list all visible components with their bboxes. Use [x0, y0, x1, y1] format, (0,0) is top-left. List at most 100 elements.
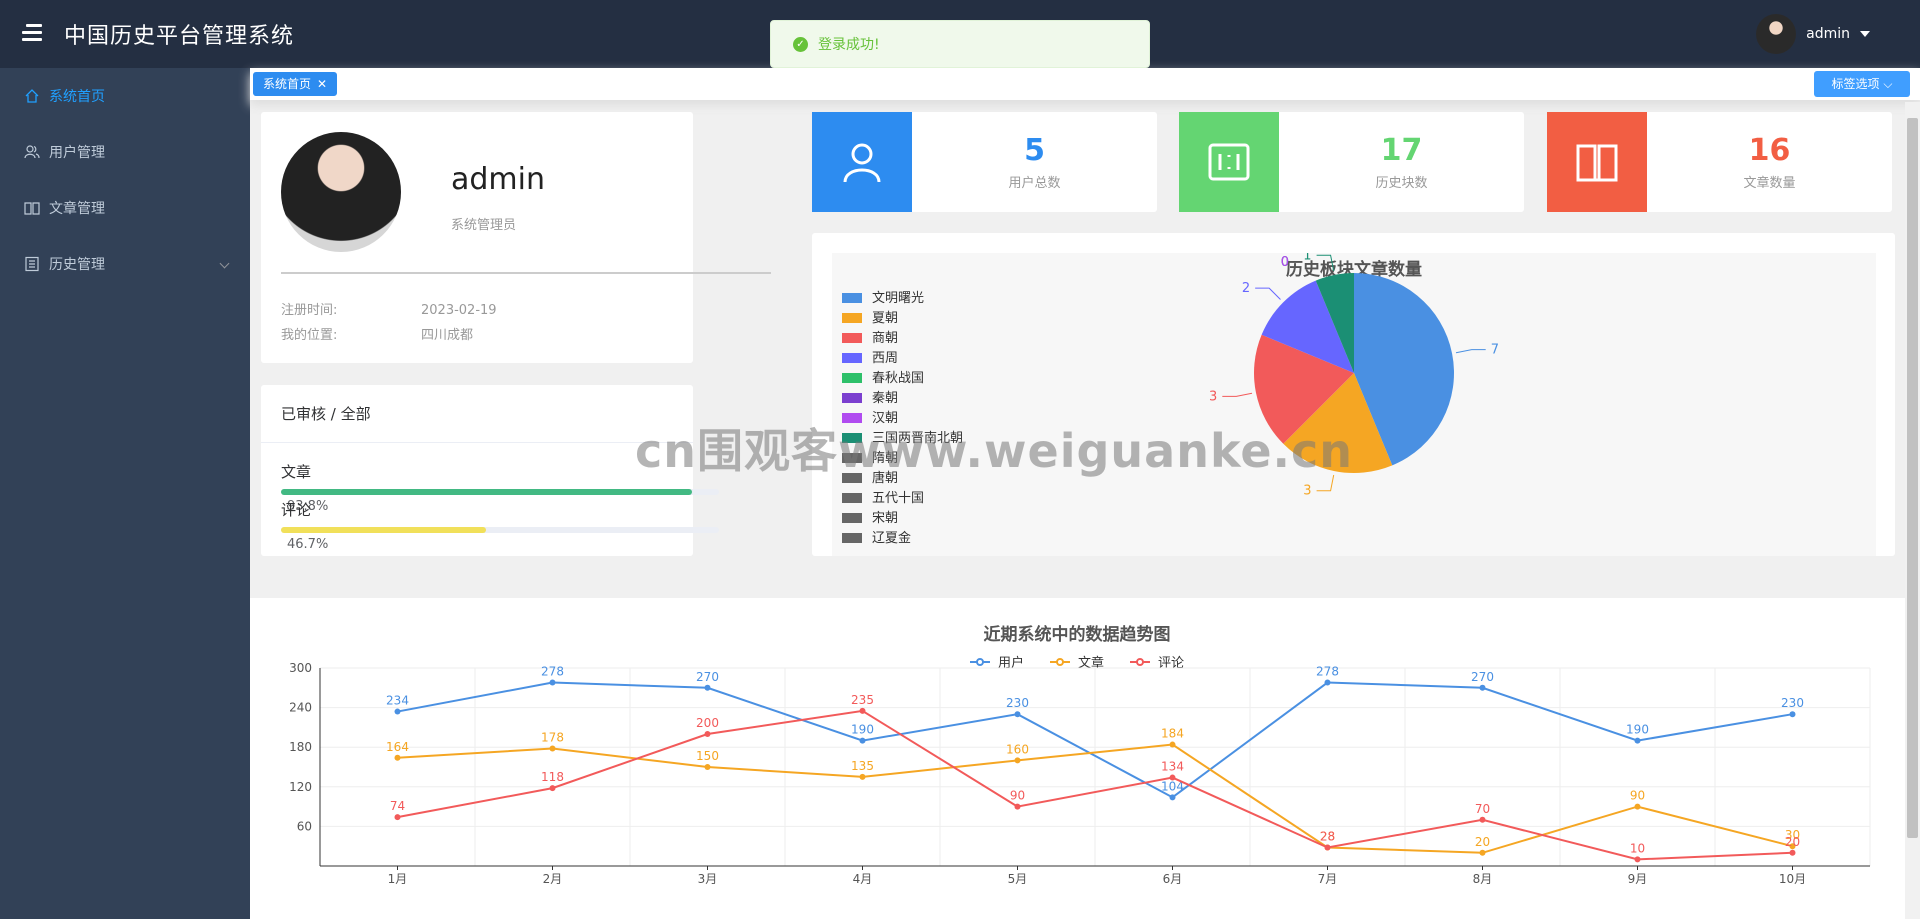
data-label: 190 [851, 723, 874, 737]
progress-fill [281, 489, 692, 495]
user-name[interactable]: admin [1806, 26, 1850, 42]
x-tick-label: 5月 [1008, 872, 1028, 886]
legend-swatch [842, 413, 862, 423]
pie-label-line [1316, 474, 1335, 492]
data-label: 150 [696, 749, 719, 763]
x-tick-label: 3月 [698, 872, 718, 886]
sidebar-item-label: 用户管理 [49, 145, 105, 161]
legend-swatch [842, 333, 862, 343]
pie-slice [1261, 280, 1354, 373]
data-point [1634, 737, 1641, 744]
data-label: 118 [541, 770, 564, 784]
scrollbar-thumb[interactable] [1907, 118, 1918, 838]
data-label: 10 [1630, 841, 1645, 855]
legend-label: 用户 [998, 655, 1024, 671]
menu-toggle-icon[interactable] [22, 24, 42, 44]
reg-time-label: 注册时间: [281, 303, 338, 318]
user-icon [843, 143, 881, 183]
stat-value: 17 [1380, 133, 1423, 168]
x-tick-label: 6月 [1163, 872, 1183, 886]
progress-comments: 评论 46.7% [281, 499, 761, 552]
stat-card-articles: 16 文章数量 [1547, 112, 1892, 212]
data-label: 70 [1475, 802, 1490, 816]
legend-marker [1136, 658, 1144, 666]
book-icon [24, 202, 40, 215]
sidebar-item-users[interactable]: 用户管理 [0, 124, 250, 180]
data-point [1169, 794, 1176, 801]
pie-label-line [1222, 392, 1253, 397]
pie-label-line [1316, 254, 1335, 272]
legend-swatch [842, 313, 862, 323]
chevron-down-icon[interactable]: ⌵ [1883, 77, 1893, 91]
stat-value: 16 [1748, 133, 1791, 168]
tags-options-label[interactable]: 标签选项 [1831, 77, 1880, 91]
location-label: 我的位置: [281, 328, 338, 343]
data-point [1324, 844, 1331, 851]
data-point [1789, 849, 1796, 856]
data-point [704, 731, 711, 737]
pie-slice [1354, 273, 1454, 466]
data-point [394, 708, 401, 715]
pie-chart: 历史板块文章数量文明曙光夏朝商朝西周春秋战国秦朝汉朝三国两晋南北朝隋朝唐朝五代十… [842, 248, 1499, 546]
stat-icon-box [1179, 112, 1279, 212]
data-point [859, 707, 866, 714]
x-tick-label: 10月 [1779, 872, 1806, 886]
sidebar-item-label: 历史管理 [49, 257, 105, 273]
data-label: 235 [851, 693, 874, 707]
data-point [859, 773, 866, 780]
legend-swatch [842, 393, 862, 403]
legend-swatch [842, 453, 862, 463]
legend-swatch [842, 293, 862, 303]
user-menu[interactable]: admin [1756, 14, 1870, 54]
legend-swatch [842, 513, 862, 523]
user-avatar-icon[interactable] [1756, 14, 1797, 54]
data-label: 160 [1006, 742, 1029, 756]
tag-label[interactable]: 系统首页 [263, 77, 312, 91]
legend-label: 辽夏金 [872, 530, 911, 546]
caret-down-icon[interactable] [1860, 31, 1870, 37]
stat-label: 文章数量 [1743, 176, 1796, 191]
legend-swatch [842, 433, 862, 443]
pie-slice [1283, 373, 1393, 473]
legend-label: 秦朝 [872, 391, 898, 406]
close-icon[interactable]: ✕ [317, 77, 328, 91]
y-tick-label: 60 [297, 819, 312, 833]
data-point [1789, 711, 1796, 718]
legend-label: 商朝 [872, 331, 898, 346]
chevron-down-icon[interactable] [219, 258, 230, 269]
series-line [397, 709, 1793, 861]
data-point [1014, 803, 1021, 810]
legend-swatch [842, 473, 862, 483]
x-tick-label: 4月 [853, 872, 873, 886]
data-point [1634, 803, 1641, 810]
data-label: 134 [1161, 760, 1184, 774]
tags-options-button[interactable]: 标签选项 ⌵ [1814, 71, 1910, 97]
series-line [397, 743, 1793, 854]
sidebar-item-home[interactable]: 系统首页 [0, 68, 250, 124]
tags-bar: 系统首页 ✕ 标签选项 ⌵ [250, 68, 1920, 100]
stat-label: 用户总数 [1008, 176, 1061, 191]
data-point [1634, 856, 1641, 863]
pie-data-label: 3 [1303, 484, 1311, 499]
data-point [1169, 774, 1176, 781]
data-label: 164 [386, 740, 409, 754]
sidebar-item-history[interactable]: 历史管理 [0, 236, 250, 292]
sidebar-item-label: 系统首页 [49, 89, 105, 105]
toast-message: 登录成功! [818, 37, 880, 53]
data-label: 184 [1161, 727, 1184, 741]
legend-swatch [842, 353, 862, 363]
x-tick-label: 8月 [1473, 872, 1493, 886]
legend-label: 西周 [872, 351, 898, 366]
sidebar-item-articles[interactable]: 文章管理 [0, 180, 250, 236]
data-label: 230 [1781, 696, 1804, 710]
data-label: 278 [1316, 665, 1339, 679]
data-label: 20 [1785, 835, 1800, 849]
users-icon [24, 145, 40, 159]
data-point [1479, 849, 1486, 856]
legend-label: 春秋战国 [872, 371, 924, 386]
data-label: 30 [1785, 828, 1800, 842]
location-row: 我的位置: 四川成都 [281, 324, 473, 343]
data-point [394, 814, 401, 821]
tag-home[interactable]: 系统首页 ✕ [253, 72, 338, 96]
profile-avatar [281, 132, 401, 252]
